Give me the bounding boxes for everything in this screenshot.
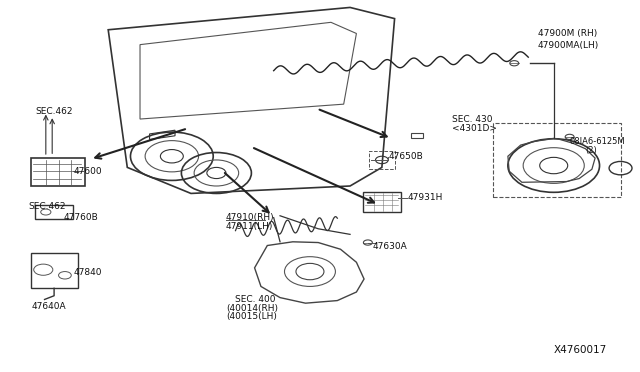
Text: 08IA6-6125M: 08IA6-6125M <box>570 137 625 146</box>
Text: (40015(LH): (40015(LH) <box>226 312 277 321</box>
Text: 47910(RH): 47910(RH) <box>226 213 275 222</box>
Text: 47900MA(LH): 47900MA(LH) <box>538 41 599 50</box>
Text: SEC. 400: SEC. 400 <box>236 295 276 304</box>
Text: 47760B: 47760B <box>63 213 99 222</box>
Text: 47900M (RH): 47900M (RH) <box>538 29 597 38</box>
Text: X4760017: X4760017 <box>554 345 607 355</box>
Text: (40014(RH): (40014(RH) <box>226 304 278 312</box>
Text: 47931H: 47931H <box>407 193 443 202</box>
Text: SEC. 430: SEC. 430 <box>452 115 492 124</box>
Text: 47600: 47600 <box>73 167 102 176</box>
Text: SEC.462: SEC.462 <box>35 107 72 116</box>
Text: 47630A: 47630A <box>372 242 407 251</box>
Text: 47640A: 47640A <box>32 302 67 311</box>
Text: 47840: 47840 <box>73 268 102 277</box>
Text: 47911(LH): 47911(LH) <box>226 222 273 231</box>
Text: (2): (2) <box>586 146 597 155</box>
Text: <4301D>: <4301D> <box>452 124 497 133</box>
Text: SEC.462: SEC.462 <box>29 202 66 211</box>
Text: 47650B: 47650B <box>388 152 423 161</box>
